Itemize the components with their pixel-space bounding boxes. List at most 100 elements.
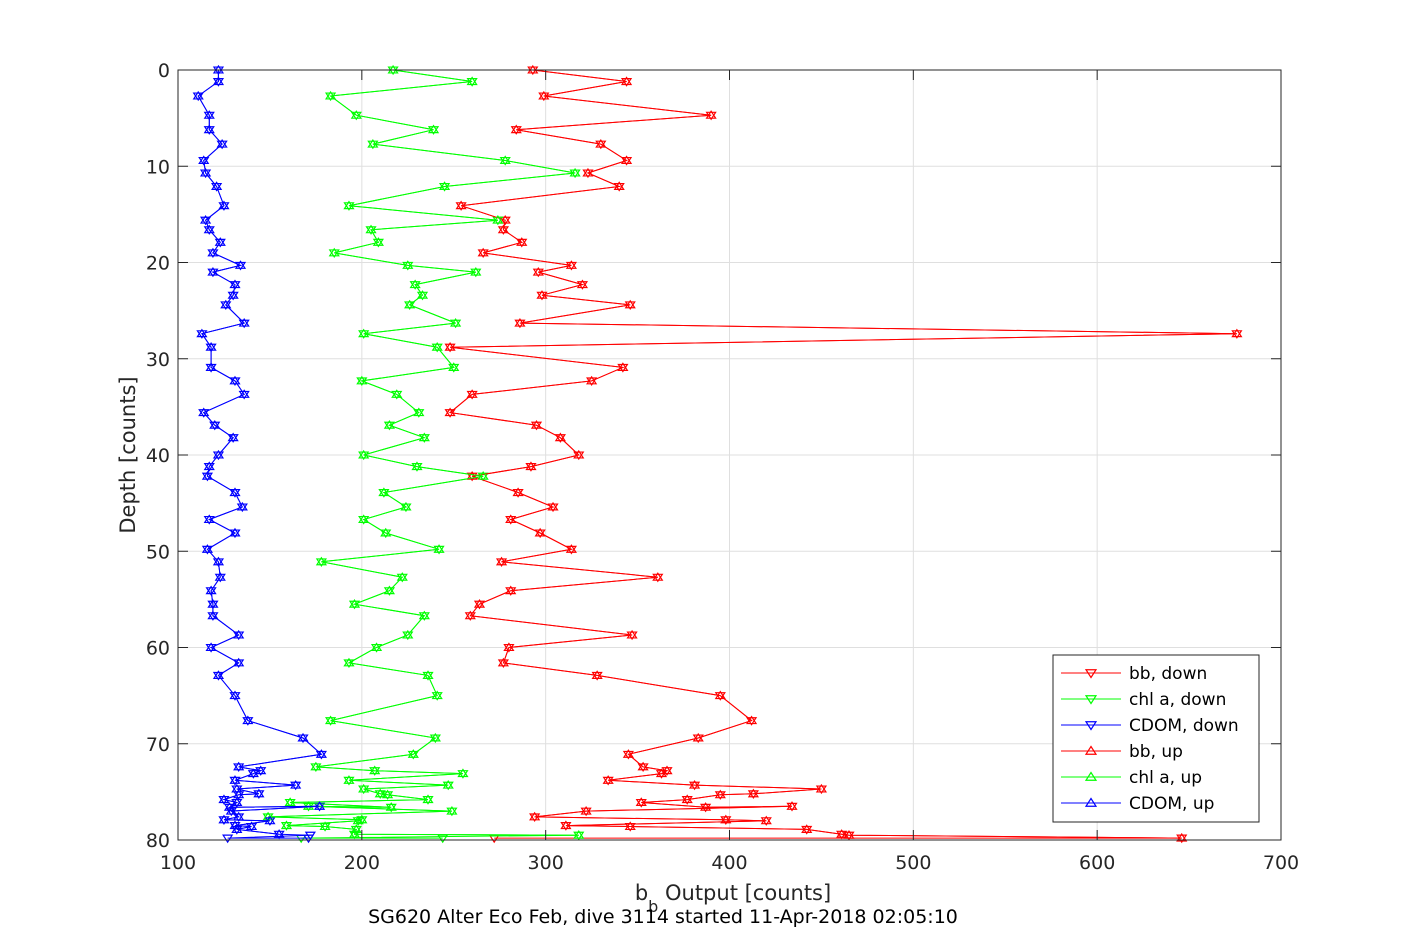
data-point-marker — [396, 573, 408, 583]
data-point-marker — [378, 487, 390, 497]
series-4 — [262, 64, 585, 839]
data-point-marker — [229, 529, 241, 539]
data-point-marker — [350, 110, 362, 119]
data-point-marker — [229, 281, 241, 290]
data-point-marker — [536, 290, 548, 299]
legend-entry-label: chl a, up — [1129, 768, 1202, 788]
data-point-marker — [495, 556, 508, 566]
data-point-marker — [473, 599, 486, 608]
data-point-marker — [225, 805, 237, 815]
data-point-marker — [747, 788, 759, 798]
data-point-marker — [203, 226, 215, 235]
data-point-marker — [367, 138, 379, 148]
data-point-marker — [203, 224, 215, 234]
data-point-marker — [358, 514, 370, 524]
data-point-marker — [413, 407, 425, 417]
data-point-marker — [211, 182, 223, 192]
data-point-marker — [582, 167, 594, 177]
data-point-marker — [229, 375, 241, 385]
data-point-marker — [205, 643, 217, 653]
legend-entry-label: bb, down — [1129, 664, 1207, 684]
data-point-marker — [216, 140, 228, 150]
data-point-marker — [547, 501, 559, 511]
data-point-marker — [1231, 328, 1243, 338]
data-point-marker — [745, 715, 758, 725]
data-point-marker — [233, 659, 245, 669]
series-line — [268, 69, 579, 836]
series-3 — [444, 64, 1243, 842]
data-point-marker — [554, 432, 566, 442]
legend-marker — [1084, 771, 1098, 781]
data-point-marker — [236, 501, 248, 511]
data-point-marker — [302, 801, 315, 810]
data-point-marker — [319, 821, 331, 831]
x-tick-label: 300 — [528, 852, 564, 874]
data-point-marker — [196, 330, 208, 339]
data-point-marker — [212, 76, 225, 86]
data-point-marker — [427, 124, 440, 134]
data-point-marker — [525, 461, 537, 471]
data-point-marker — [786, 801, 798, 810]
data-point-marker — [222, 834, 234, 844]
data-point-marker — [207, 610, 219, 620]
data-point-marker — [198, 156, 210, 166]
data-point-marker — [438, 181, 451, 190]
data-point-marker — [212, 451, 225, 461]
data-point-marker — [705, 110, 717, 119]
data-point-marker — [617, 362, 629, 371]
data-point-marker — [290, 779, 302, 789]
data-point-marker — [358, 328, 370, 338]
data-point-marker — [324, 92, 337, 102]
data-point-marker — [227, 434, 239, 443]
data-point-marker — [238, 389, 250, 398]
data-point-marker — [431, 342, 443, 351]
data-point-marker — [836, 829, 848, 838]
data-point-marker — [402, 260, 414, 269]
data-point-marker — [530, 420, 543, 429]
data-point-marker — [233, 761, 245, 771]
data-point-marker — [431, 343, 443, 353]
data-point-marker — [503, 642, 515, 652]
data-point-marker — [400, 501, 412, 511]
data-point-marker — [602, 775, 614, 784]
data-point-marker — [786, 802, 798, 812]
data-point-marker — [358, 449, 370, 459]
data-point-marker — [229, 279, 241, 289]
data-point-marker — [429, 734, 441, 744]
legend-marker — [1084, 669, 1098, 679]
data-point-marker — [229, 487, 241, 497]
y-tick-label: 40 — [146, 445, 170, 467]
legend-marker — [1084, 745, 1098, 755]
data-point-marker — [233, 657, 245, 667]
data-point-marker — [418, 612, 430, 621]
data-point-marker — [624, 299, 636, 309]
data-point-marker — [843, 831, 855, 841]
data-point-marker — [370, 643, 383, 653]
x-tick-label: 500 — [895, 852, 931, 874]
data-point-marker — [497, 226, 509, 235]
data-point-marker — [233, 789, 245, 799]
data-point-marker — [385, 803, 397, 813]
legend-marker — [1084, 695, 1098, 705]
data-point-marker — [380, 527, 392, 537]
data-point-marker — [499, 216, 511, 226]
data-point-marker — [503, 643, 515, 653]
data-point-marker — [324, 90, 337, 100]
data-point-marker — [284, 797, 296, 806]
data-point-marker — [1176, 834, 1188, 844]
data-point-marker — [510, 124, 522, 134]
y-axis-ticks: 0 10 20 30 40 50 60 70 80 — [146, 60, 1281, 852]
data-point-marker — [231, 797, 243, 806]
data-point-marker — [422, 671, 434, 681]
data-point-marker — [218, 202, 230, 211]
data-point-marker — [201, 544, 214, 553]
data-point-marker — [227, 432, 239, 442]
data-point-marker — [297, 732, 309, 742]
data-point-marker — [201, 471, 214, 480]
data-point-marker — [302, 834, 315, 844]
data-point-marker — [214, 572, 226, 581]
data-point-marker — [242, 715, 254, 725]
data-point-marker — [207, 268, 219, 278]
data-point-marker — [661, 765, 673, 775]
